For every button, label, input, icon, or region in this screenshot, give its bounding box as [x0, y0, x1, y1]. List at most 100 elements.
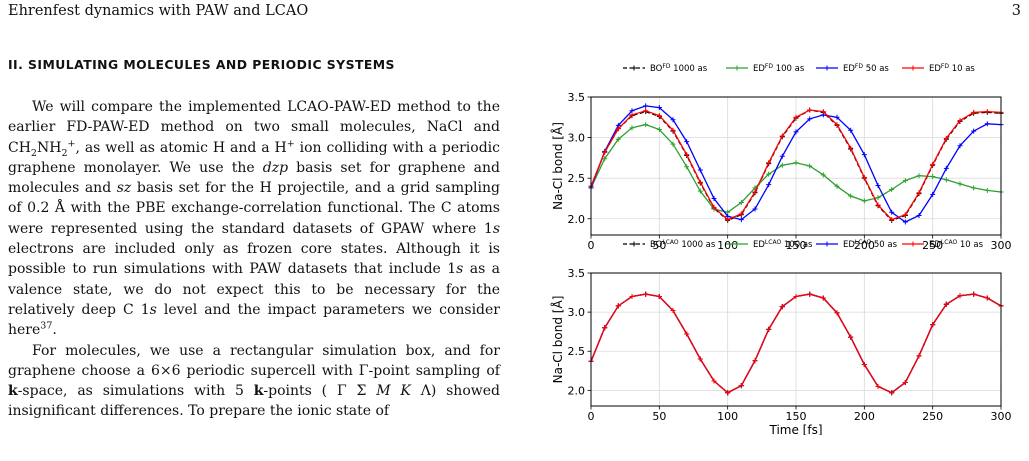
data-point-marker — [711, 195, 717, 201]
data-point-marker — [629, 112, 635, 118]
data-point-marker — [861, 152, 867, 158]
data-point-marker — [834, 114, 840, 120]
y-tick-label: 2.0 — [568, 213, 586, 226]
data-point-marker — [875, 202, 881, 208]
data-point-marker — [602, 325, 608, 331]
data-point-marker — [943, 135, 949, 141]
data-point-marker — [615, 126, 621, 132]
data-point-marker — [711, 378, 717, 384]
data-point-marker — [656, 126, 662, 132]
data-point-marker — [943, 177, 949, 183]
data-point-marker — [916, 190, 922, 196]
data-point-marker — [697, 356, 703, 362]
paragraph-2: For molecules, we use a rectangular simu… — [8, 342, 500, 420]
data-point-marker — [930, 174, 936, 180]
citation-ref: 37 — [40, 320, 53, 332]
data-point-marker — [807, 163, 813, 169]
x-tick-label: 50 — [652, 410, 666, 423]
data-point-marker — [807, 291, 813, 297]
data-point-marker — [725, 390, 731, 396]
data-point-marker — [738, 383, 744, 389]
data-point-marker — [820, 109, 826, 115]
legend-marker — [910, 65, 916, 71]
data-point-marker — [738, 211, 744, 217]
data-point-marker — [643, 108, 649, 114]
data-point-marker — [875, 383, 881, 389]
data-point-marker — [957, 118, 963, 124]
data-point-marker — [643, 122, 649, 128]
y-axis-label: Na-Cl bond [Å] — [550, 296, 565, 384]
x-tick-label: 250 — [922, 410, 943, 423]
data-point-marker — [930, 322, 936, 328]
data-point-marker — [943, 301, 949, 307]
data-point-marker — [916, 173, 922, 179]
legend-label: EDLCAO 10 as — [929, 239, 984, 250]
data-point-marker — [861, 198, 867, 204]
x-axis-label: Time [fs] — [768, 423, 822, 435]
legend-label: EDFD 50 as — [843, 63, 889, 74]
data-point-marker — [875, 182, 881, 188]
data-point-marker — [984, 109, 990, 115]
legend-marker — [631, 65, 637, 71]
data-point-marker — [848, 193, 854, 199]
x-tick-label: 200 — [854, 410, 875, 423]
data-point-marker — [670, 127, 676, 133]
legend-marker — [910, 241, 916, 247]
data-point-marker — [984, 121, 990, 127]
data-point-marker — [779, 153, 785, 159]
data-point-marker — [766, 326, 772, 332]
data-point-marker — [670, 141, 676, 147]
data-point-marker — [684, 331, 690, 337]
y-tick-label: 2.0 — [568, 384, 586, 397]
body-text: We will compare the implemented LCAO-PAW… — [8, 97, 500, 422]
data-point-marker — [752, 189, 758, 195]
data-point-marker — [848, 334, 854, 340]
data-point-marker — [916, 353, 922, 359]
data-point-marker — [684, 152, 690, 158]
data-point-marker — [629, 125, 635, 131]
data-point-marker — [752, 206, 758, 212]
legend-marker — [631, 241, 637, 247]
running-header: Ehrenfest dynamics with PAW and LCAO 3 — [8, 3, 1021, 23]
y-tick-label: 2.5 — [568, 172, 586, 185]
data-point-marker — [984, 187, 990, 193]
data-point-marker — [834, 310, 840, 316]
data-point-marker — [779, 304, 785, 310]
legend-label: BOFD 1000 as — [650, 63, 708, 74]
data-point-marker — [684, 139, 690, 145]
data-point-marker — [643, 103, 649, 109]
legend-label: EDFD 10 as — [929, 63, 975, 74]
legend-label: EDLCAO 50 as — [843, 239, 898, 250]
y-tick-label: 3.5 — [568, 267, 586, 280]
data-point-marker — [957, 143, 963, 149]
data-point-marker — [902, 380, 908, 386]
data-point-marker — [916, 213, 922, 219]
y-tick-label: 3.5 — [568, 91, 586, 104]
section-heading: II. SIMULATING MOLECULES AND PERIODIC SY… — [8, 57, 395, 72]
data-point-marker — [793, 160, 799, 166]
data-point-marker — [875, 195, 881, 201]
data-point-marker — [834, 183, 840, 189]
data-point-marker — [615, 136, 621, 142]
legend-marker — [734, 65, 740, 71]
data-point-marker — [643, 291, 649, 297]
data-point-marker — [656, 293, 662, 299]
data-point-marker — [957, 293, 963, 299]
data-point-marker — [930, 191, 936, 197]
data-point-marker — [889, 209, 895, 215]
data-point-marker — [766, 160, 772, 166]
data-point-marker — [848, 127, 854, 133]
data-point-marker — [902, 212, 908, 218]
data-point-marker — [971, 291, 977, 297]
x-tick-label: 50 — [652, 239, 666, 252]
y-tick-label: 3.0 — [568, 132, 586, 145]
data-point-marker — [957, 181, 963, 187]
data-point-marker — [779, 133, 785, 139]
data-point-marker — [902, 219, 908, 225]
x-tick-label: 150 — [786, 410, 807, 423]
data-point-marker — [971, 128, 977, 134]
legend-label: EDFD 100 as — [753, 63, 805, 74]
x-tick-label: 250 — [922, 239, 943, 252]
data-point-marker — [779, 162, 785, 168]
paragraph-1: We will compare the implemented LCAO-PAW… — [8, 99, 500, 339]
